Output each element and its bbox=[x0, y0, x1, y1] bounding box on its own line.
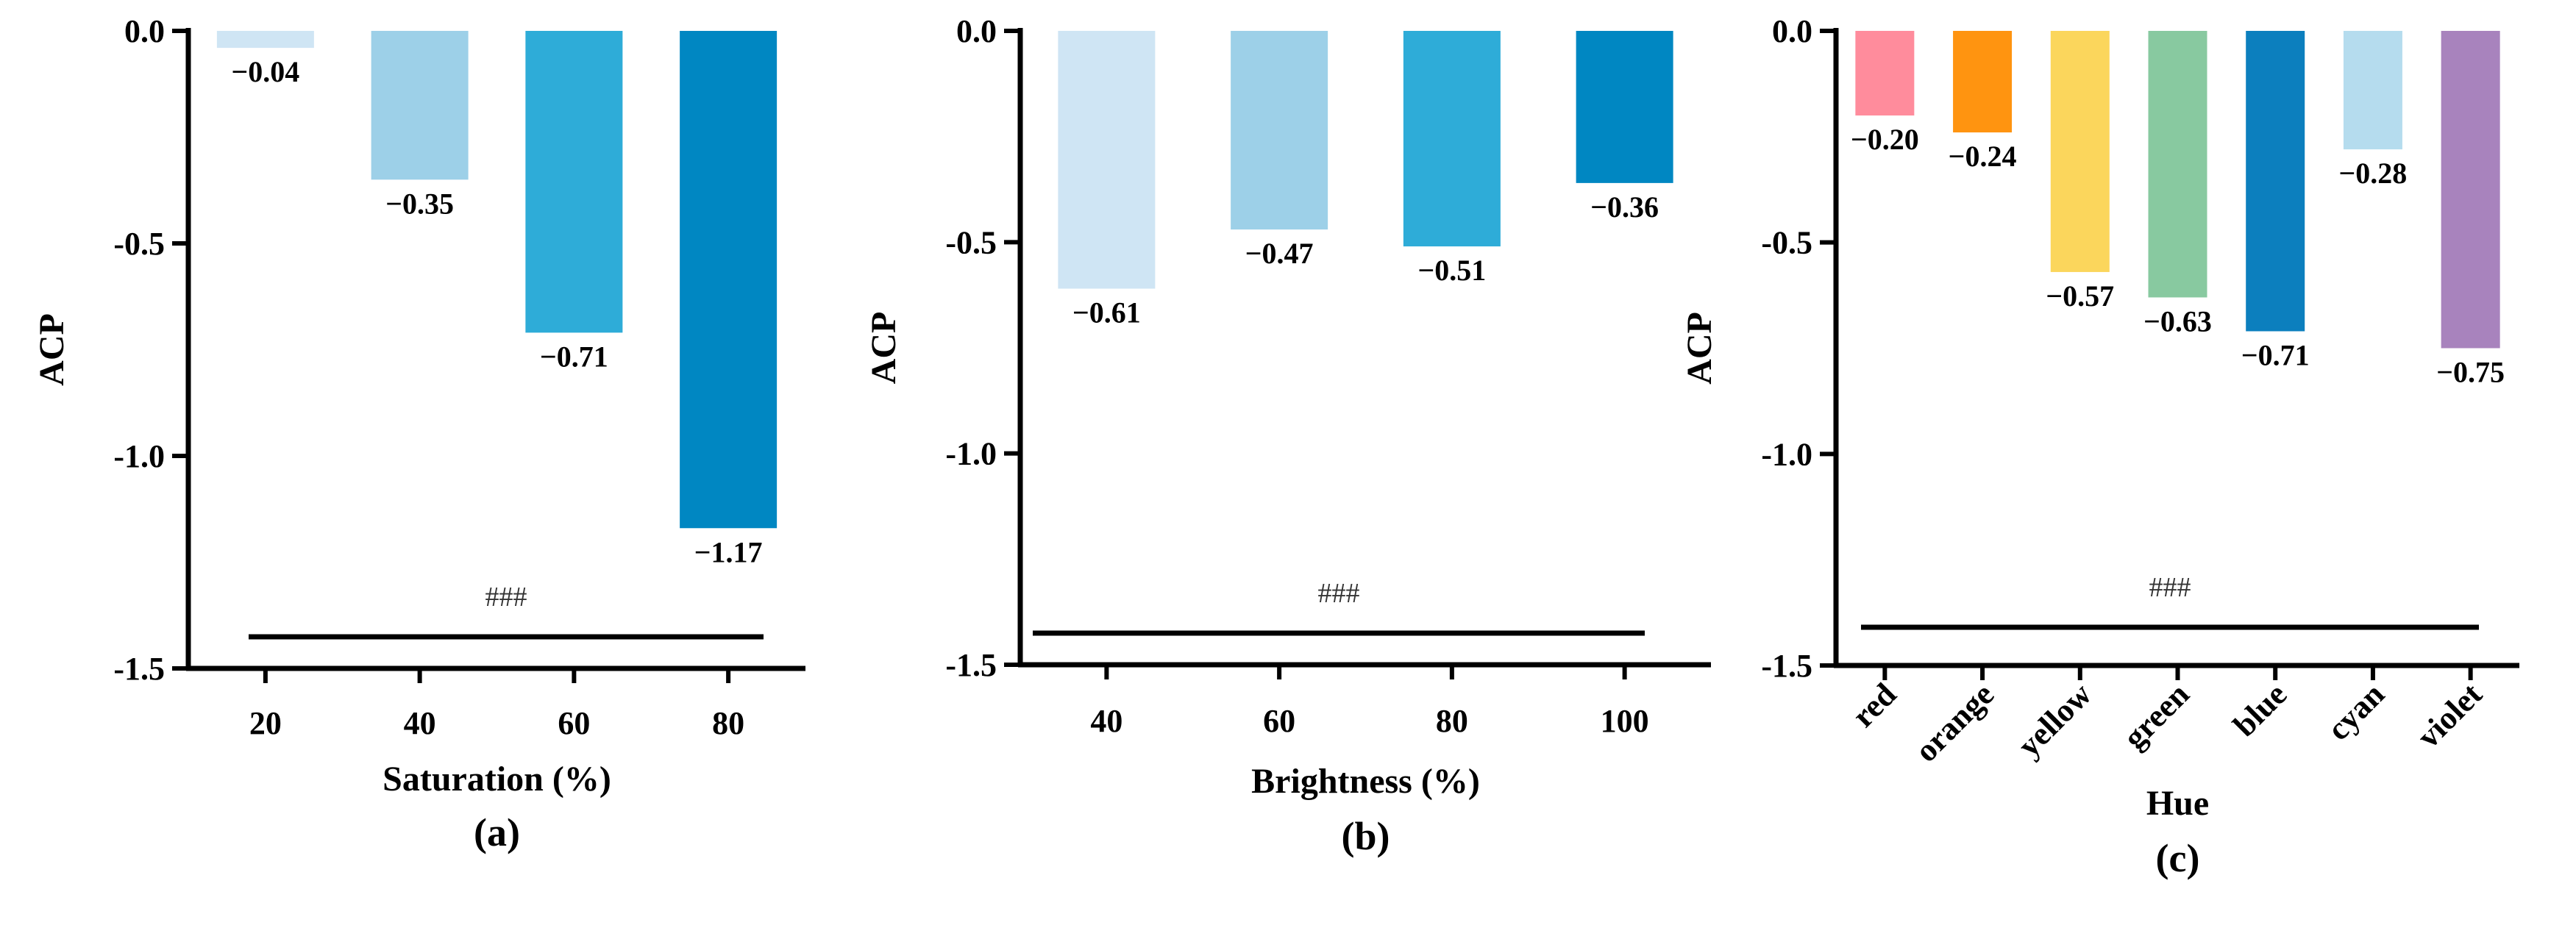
y-tick-label: -0.5 bbox=[113, 226, 165, 262]
data-label-blue: −0.71 bbox=[2241, 338, 2310, 371]
panel-label: (a) bbox=[474, 810, 520, 854]
y-tick-label: -1.5 bbox=[945, 647, 997, 683]
data-label-violet: −0.75 bbox=[2436, 356, 2505, 389]
x-tick-label-red: red bbox=[1845, 676, 1903, 734]
bar-100 bbox=[1576, 31, 1673, 183]
bar-blue bbox=[2246, 31, 2305, 332]
bar-cyan bbox=[2343, 31, 2402, 150]
bar-80 bbox=[680, 31, 778, 529]
significance-marker: ### bbox=[485, 582, 527, 613]
data-label-yellow: −0.57 bbox=[2046, 279, 2114, 313]
chart-panel-saturation: −0.04 −0.35 −0.71 −1.17 ### 0.0 -0.5 -1.0 -1.5 20… bbox=[32, 13, 805, 854]
x-tick-label-40: 40 bbox=[404, 705, 436, 741]
bar-green bbox=[2148, 31, 2207, 298]
data-label-40: −0.35 bbox=[385, 187, 454, 220]
y-axis-title: ACP bbox=[32, 313, 71, 386]
y-axis-title: ACP bbox=[864, 312, 903, 385]
x-tick-label-violet: violet bbox=[2410, 676, 2488, 754]
data-label-100: −0.36 bbox=[1590, 190, 1659, 224]
y-tick-label: -0.5 bbox=[1761, 225, 1812, 261]
x-tick-label-60: 60 bbox=[558, 705, 590, 741]
x-tick-label-orange: orange bbox=[1908, 676, 2001, 768]
y-axis-title: ACP bbox=[1680, 312, 1719, 385]
data-label-green: −0.63 bbox=[2143, 304, 2212, 338]
y-tick-label: -1.0 bbox=[945, 436, 997, 472]
x-axis-title: Hue bbox=[2146, 784, 2209, 823]
data-label-orange: −0.24 bbox=[1949, 140, 2017, 173]
data-label-40: −0.61 bbox=[1072, 296, 1141, 329]
x-tick-label-100: 100 bbox=[1601, 703, 1649, 739]
data-label-60: −0.71 bbox=[540, 340, 608, 373]
bar-yellow bbox=[2050, 31, 2110, 272]
bar-80 bbox=[1403, 31, 1501, 247]
bar-red bbox=[1855, 31, 1915, 116]
data-label-20: −0.04 bbox=[231, 55, 299, 88]
bar-60 bbox=[525, 31, 623, 333]
bar-20 bbox=[216, 31, 314, 49]
x-tick-label-40: 40 bbox=[1090, 703, 1122, 739]
bar-40 bbox=[1058, 31, 1156, 289]
x-tick-label-20: 20 bbox=[249, 705, 282, 741]
data-label-80: −1.17 bbox=[694, 535, 763, 568]
bar-violet bbox=[2441, 31, 2500, 349]
significance-marker: ### bbox=[2149, 572, 2191, 603]
bar-40 bbox=[371, 31, 469, 180]
panel-label: (b) bbox=[1342, 814, 1390, 858]
chart-panel-brightness: −0.61 −0.47 −0.51 −0.36 ### 0.0 -0.5 -1.0 -1.5 40… bbox=[864, 13, 1711, 858]
x-tick-label-yellow: yellow bbox=[2011, 676, 2099, 763]
y-tick-label: 0.0 bbox=[956, 13, 997, 49]
data-label-60: −0.47 bbox=[1245, 237, 1314, 270]
y-tick-label: -1.5 bbox=[113, 651, 165, 687]
y-tick-label: -1.5 bbox=[1761, 648, 1812, 684]
y-tick-label: -1.0 bbox=[113, 438, 165, 474]
y-tick-label: 0.0 bbox=[1772, 13, 1812, 49]
y-tick-label: -0.5 bbox=[945, 224, 997, 260]
x-tick-label-60: 60 bbox=[1263, 703, 1295, 739]
bar-orange bbox=[1953, 31, 2013, 133]
x-axis-title: Brightness (%) bbox=[1251, 762, 1480, 801]
chart-panel-hue: −0.20 −0.24 −0.57 −0.63 −0.71 −0.28 −0.75 ### 0.… bbox=[1680, 13, 2519, 880]
data-label-cyan: −0.28 bbox=[2339, 157, 2408, 190]
significance-marker: ### bbox=[1318, 578, 1360, 609]
y-tick-label: -1.0 bbox=[1761, 436, 1812, 472]
panel-label: (c) bbox=[2156, 836, 2200, 880]
x-tick-label-blue: blue bbox=[2227, 676, 2294, 743]
data-label-red: −0.20 bbox=[1851, 123, 1919, 156]
x-tick-label-80: 80 bbox=[1436, 703, 1468, 739]
x-tick-label-cyan: cyan bbox=[2320, 676, 2391, 747]
x-tick-label-green: green bbox=[2116, 676, 2196, 755]
bar-60 bbox=[1231, 31, 1328, 230]
y-tick-label: 0.0 bbox=[124, 13, 165, 49]
x-axis-title: Saturation (%) bbox=[383, 760, 611, 799]
data-label-80: −0.51 bbox=[1417, 254, 1486, 287]
x-tick-label-80: 80 bbox=[712, 705, 744, 741]
